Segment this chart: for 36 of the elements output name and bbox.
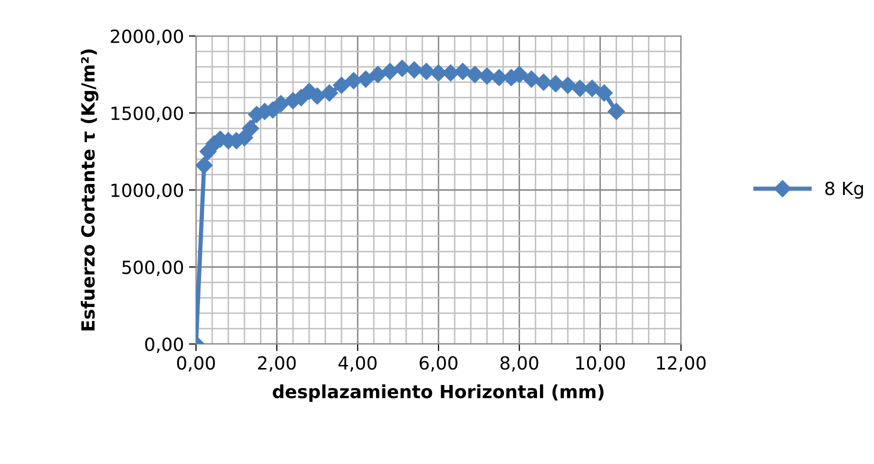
- point: [345, 72, 362, 90]
- y-tick-label: 0,00: [145, 337, 183, 353]
- point: [466, 66, 484, 84]
- legend-label: 8 Kg: [825, 182, 863, 199]
- x-tick-label: 2,00: [258, 356, 296, 372]
- x-tick-label: 6,00: [420, 356, 458, 372]
- x-tick-label: 4,00: [338, 356, 377, 372]
- point: [478, 67, 496, 85]
- point: [596, 84, 613, 102]
- x-tick-label: 12,00: [657, 356, 706, 372]
- point: [559, 76, 576, 94]
- point: [522, 70, 540, 88]
- point: [381, 62, 399, 80]
- point: [357, 70, 374, 88]
- point: [394, 60, 411, 77]
- point: [196, 156, 213, 174]
- point: [608, 102, 625, 120]
- y-tick-label: 1500,00: [112, 106, 183, 122]
- point: [406, 61, 423, 78]
- point: [332, 76, 350, 94]
- x-axis-title: desplazamiento Horizontal (mm): [272, 384, 604, 402]
- x-tick-label: 10,00: [576, 356, 625, 372]
- y-axis-title: Esfuerzo Cortante τ (Kg/m²): [80, 50, 98, 330]
- point: [242, 120, 260, 137]
- point: [320, 84, 338, 102]
- point: [547, 75, 564, 92]
- y-tick-label: 500,00: [122, 260, 183, 276]
- x-tick-label: 8,00: [500, 356, 538, 372]
- point: [454, 62, 472, 80]
- point: [369, 66, 386, 84]
- point: [418, 62, 435, 80]
- y-tick-label: 1000,00: [112, 183, 183, 199]
- point: [272, 95, 290, 112]
- x-tick-label: 0,00: [177, 356, 215, 372]
- y-tick-label: 2000,00: [110, 29, 183, 45]
- point: [535, 74, 552, 91]
